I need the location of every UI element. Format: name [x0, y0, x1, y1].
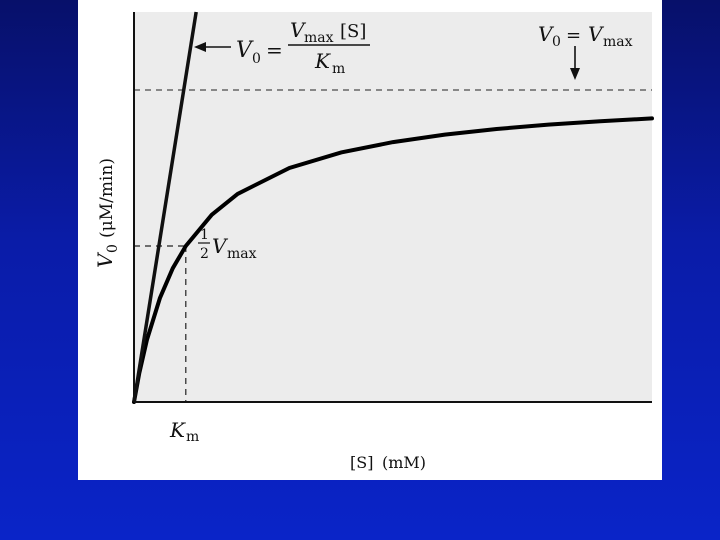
y-label-v: V: [93, 251, 117, 268]
vmax-equals: =: [566, 25, 581, 46]
vmax-lhs-sub: 0: [552, 34, 561, 50]
km-sub: m: [186, 429, 199, 445]
km-label: K m: [169, 418, 199, 445]
half-vmax-label: 1 2 V max: [198, 227, 257, 262]
x-label-unit: (mM): [382, 453, 426, 472]
vmax-rhs: V: [588, 22, 605, 46]
figure-panel: V 0 = V max [S] K m V 0 = V max 1 2 V ma…: [78, 0, 662, 480]
slope-numerator-s: [S]: [340, 21, 366, 42]
y-label-sub: 0: [105, 244, 121, 253]
vmax-lhs: V: [538, 22, 555, 46]
y-label-unit: (μM/min): [97, 158, 117, 238]
michaelis-menten-curve: [132, 116, 654, 404]
x-label-main: [S]: [350, 453, 373, 472]
slope-lhs-sub: 0: [252, 51, 261, 67]
km-k: K: [169, 418, 186, 442]
slope-denominator-k: K: [314, 49, 331, 73]
half-denominator: 2: [200, 246, 209, 262]
slope-numerator-sub: max: [304, 30, 334, 46]
vmax-equation: V 0 = V max: [538, 22, 633, 50]
slope-equation: V 0 = V max [S] K m: [236, 18, 370, 77]
slope-equals: =: [266, 38, 283, 62]
vmax-arrow: [570, 46, 580, 80]
half-v: V: [212, 234, 229, 258]
slope-numerator-v: V: [290, 18, 307, 42]
slope-denominator-sub: m: [332, 61, 345, 77]
half-sub: max: [227, 246, 257, 262]
michaelis-menten-chart: V 0 = V max [S] K m V 0 = V max 1 2 V ma…: [93, 11, 654, 472]
y-axis-label: V 0 (μM/min): [93, 158, 121, 268]
vmax-rhs-sub: max: [603, 34, 633, 50]
half-numerator: 1: [200, 227, 209, 243]
x-axis-label: [S] (mM): [350, 453, 426, 472]
initial-slope-line: [132, 11, 198, 403]
slope-arrow: [194, 42, 231, 52]
slope-lhs: V: [236, 38, 254, 63]
